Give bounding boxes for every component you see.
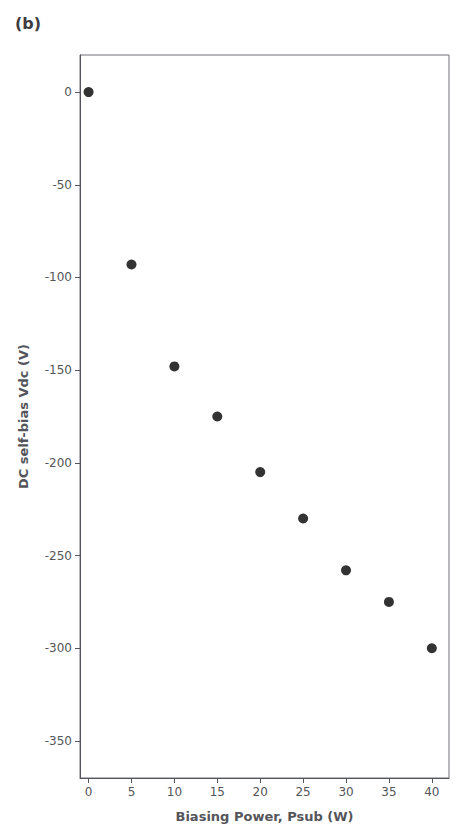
svg-text:DC self-bias Vdc (V): DC self-bias Vdc (V) (16, 344, 31, 489)
svg-text:40: 40 (424, 785, 439, 799)
svg-text:0: 0 (85, 785, 93, 799)
svg-text:25: 25 (295, 785, 310, 799)
svg-text:Biasing Power, Psub (W): Biasing Power, Psub (W) (175, 809, 353, 824)
svg-text:-200: -200 (45, 456, 72, 470)
svg-text:0: 0 (64, 85, 72, 99)
svg-text:-350: -350 (45, 734, 72, 748)
svg-text:(b): (b) (15, 14, 41, 33)
svg-text:-50: -50 (52, 178, 72, 192)
svg-text:30: 30 (338, 785, 353, 799)
svg-text:-250: -250 (45, 549, 72, 563)
svg-text:15: 15 (210, 785, 225, 799)
svg-text:-100: -100 (45, 270, 72, 284)
svg-text:-300: -300 (45, 641, 72, 655)
svg-text:5: 5 (128, 785, 136, 799)
svg-text:35: 35 (381, 785, 396, 799)
svg-text:10: 10 (167, 785, 182, 799)
svg-text:-150: -150 (45, 363, 72, 377)
svg-text:20: 20 (253, 785, 268, 799)
